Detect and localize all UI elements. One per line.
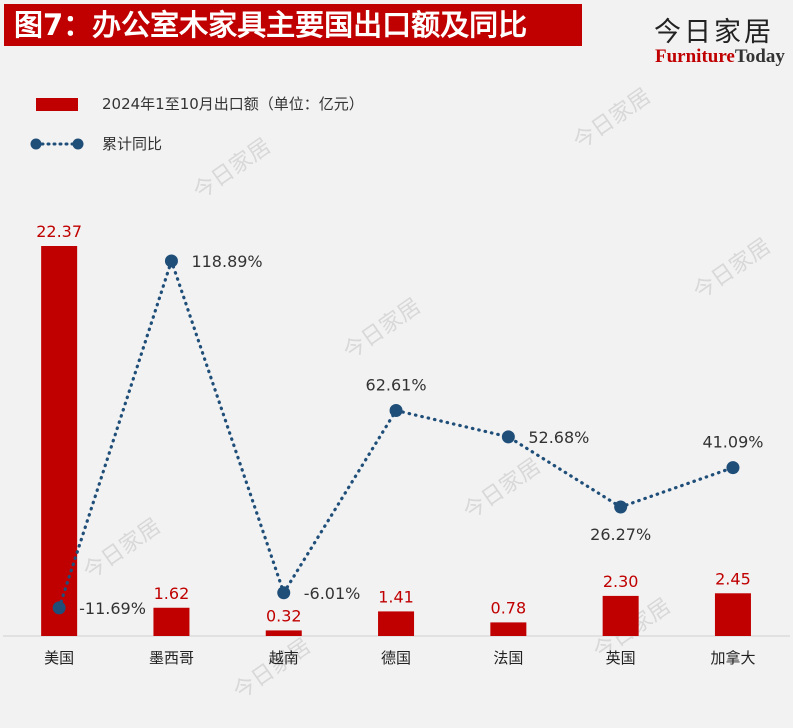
category-label: 越南 [269, 649, 299, 667]
legend-bar-swatch [36, 98, 78, 111]
bar-value-label: 1.62 [154, 584, 190, 603]
watermark-text: 今日家居 [79, 514, 165, 585]
chart-title: 图7：办公室木家具主要国出口额及同比 [4, 4, 582, 46]
category-label: 英国 [606, 649, 636, 667]
category-label: 法国 [493, 649, 523, 667]
line-marker [726, 461, 740, 475]
bar-value-label: 1.41 [378, 587, 414, 606]
bar [265, 630, 302, 636]
line-value-label: 118.89% [191, 252, 262, 271]
line-value-label: 26.27% [590, 525, 651, 544]
legend-item-bar: 2024年1至10月出口额（单位：亿元） [30, 94, 410, 114]
bar-value-label: 0.78 [491, 598, 527, 617]
line-marker [164, 254, 178, 268]
brand-name-en-part1: Furniture [655, 46, 735, 67]
line-marker [389, 403, 403, 417]
bar [490, 622, 527, 636]
line-value-label: -11.69% [79, 599, 146, 618]
bar [41, 246, 78, 636]
legend-line-swatch [30, 138, 84, 150]
watermark-text: 今日家居 [459, 454, 545, 525]
category-label: 美国 [44, 649, 74, 667]
labels-layer: 22.37 美国 1.62 墨西哥 0.32 越南 1.41 德国 0.78 法国 2.30 英国 2.… [36, 222, 763, 667]
line-layer [52, 254, 740, 615]
line-marker [52, 601, 66, 615]
category-label: 德国 [381, 649, 411, 667]
legend-item-line: 累计同比 [30, 134, 230, 154]
line-value-label: 52.68% [528, 428, 589, 447]
bar [602, 595, 639, 636]
watermark-text: 今日家居 [569, 84, 655, 155]
legend-line-label: 累计同比 [102, 135, 163, 153]
line-marker [277, 586, 291, 600]
watermark-text: 今日家居 [229, 634, 315, 705]
brand-logo-en: FurnitureToday [655, 46, 785, 68]
bar-value-label: 2.30 [603, 572, 639, 591]
brand-name-en-part2: Today [734, 46, 785, 67]
bar-value-label: 2.45 [715, 569, 751, 588]
line-marker [614, 500, 628, 514]
line-value-label: 62.61% [366, 375, 427, 394]
watermark-text: 今日家居 [339, 294, 425, 365]
legend-bar-label: 2024年1至10月出口额（单位：亿元） [102, 95, 364, 113]
category-label: 加拿大 [710, 649, 755, 667]
line-value-label: -6.01% [304, 584, 361, 603]
category-label: 墨西哥 [149, 649, 194, 667]
bar-value-label: 22.37 [36, 222, 82, 241]
bar-value-label: 0.32 [266, 606, 302, 625]
watermark-text: 今日家居 [189, 134, 275, 205]
watermark-text: 今日家居 [689, 234, 775, 305]
bar [153, 607, 190, 636]
brand-name-cn: 今日家居 [654, 17, 774, 48]
bar [714, 593, 751, 636]
line-value-label: 41.09% [702, 433, 763, 452]
bar [378, 611, 415, 636]
line-marker [501, 430, 515, 444]
